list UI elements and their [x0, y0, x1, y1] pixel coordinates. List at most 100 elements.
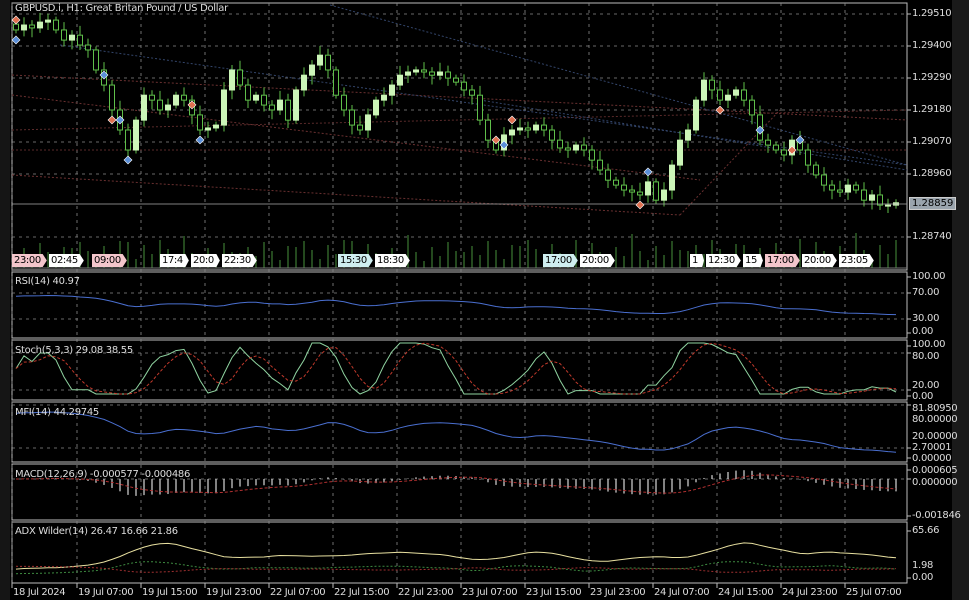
bear-candle	[349, 109, 355, 126]
bear-candle	[597, 159, 603, 171]
trend-line	[479, 99, 908, 171]
time-axis-label: 24 Jul 23:00	[782, 587, 838, 598]
bear-candle	[341, 94, 347, 111]
trade-marker-icon	[755, 125, 765, 135]
bear-candle	[605, 169, 611, 181]
bear-candle	[773, 144, 779, 151]
event-time-tag[interactable]: 23:00	[12, 254, 47, 267]
rsi-tick: 100.00	[912, 271, 946, 282]
bear-candle	[29, 24, 35, 29]
macd-tick: -0.001846	[912, 510, 961, 521]
window-edge	[0, 0, 10, 600]
bull-candle	[301, 74, 307, 91]
trade-marker-icon	[195, 135, 205, 145]
trade-marker-icon	[635, 200, 645, 210]
rsi-label: RSI(14) 40.97	[15, 276, 80, 287]
bull-candle	[173, 94, 179, 106]
bear-candle	[861, 189, 867, 201]
bull-candle	[205, 127, 211, 131]
bull-candle	[405, 71, 411, 76]
bear-candle	[805, 149, 811, 166]
bear-candle	[485, 119, 491, 141]
trend-line	[11, 109, 908, 131]
bull-candle	[141, 94, 147, 121]
bear-candle	[325, 54, 331, 71]
macd-label: MACD(12,26,9) -0.000577 -0.000486	[15, 469, 191, 480]
bear-candle	[125, 129, 131, 151]
current-price-label: 1.28859	[909, 197, 957, 210]
bear-candle	[709, 79, 715, 91]
bear-candle	[429, 71, 435, 76]
bear-candle	[621, 184, 627, 191]
event-time-tag[interactable]: 12:30	[706, 254, 741, 267]
bear-candle	[421, 69, 427, 73]
bull-candle	[677, 139, 683, 166]
event-time-tag[interactable]: 17:00	[765, 254, 800, 267]
trade-marker-icon	[107, 115, 117, 125]
bear-candle	[197, 114, 203, 131]
bull-candle	[845, 184, 851, 193]
bear-candle	[541, 124, 547, 131]
bear-candle	[109, 84, 115, 111]
bear-candle	[629, 189, 635, 193]
trade-marker-icon	[187, 100, 197, 110]
event-time-tag[interactable]: 23:05	[839, 254, 874, 267]
event-time-tag[interactable]: 02:45	[49, 254, 84, 267]
bear-candle	[181, 94, 187, 101]
bull-candle	[685, 129, 691, 141]
bull-candle	[437, 71, 443, 76]
event-time-tag[interactable]: 15	[743, 254, 763, 267]
time-axis-label: 23 Jul 15:00	[526, 587, 582, 598]
trend-line	[679, 109, 781, 216]
panel-frame	[11, 463, 908, 521]
bear-candle	[461, 81, 467, 91]
trade-marker-icon	[123, 155, 133, 165]
event-time-tag[interactable]: 09:00	[92, 254, 127, 267]
mfi-label: MFI(14) 44.29745	[15, 407, 99, 418]
bear-candle	[557, 139, 563, 149]
mfi-tick: 81.80950	[912, 403, 958, 414]
macd-tick: 0.000605	[912, 465, 958, 476]
event-time-tag[interactable]: 20:00	[580, 254, 615, 267]
time-axis-label: 25 Jul 07:00	[846, 587, 902, 598]
bear-candle	[453, 77, 459, 83]
bear-candle	[717, 89, 723, 101]
bull-candle	[397, 74, 403, 86]
time-axis-label: 19 Jul 15:00	[142, 587, 198, 598]
rsi-tick: 70.00	[912, 287, 940, 298]
bull-candle	[21, 24, 27, 31]
event-time-tag[interactable]: 1	[690, 254, 704, 267]
bull-candle	[165, 104, 171, 111]
price-tick: 1.29070	[912, 136, 952, 147]
event-time-tag[interactable]: 20:00	[802, 254, 837, 267]
bear-candle	[93, 49, 99, 71]
event-time-tag[interactable]: 22:30	[222, 254, 257, 267]
bear-candle	[61, 29, 67, 41]
bull-candle	[221, 89, 227, 126]
event-time-tag[interactable]: 17:4	[160, 254, 189, 267]
event-time-tag[interactable]: 18:30	[375, 254, 410, 267]
time-axis-label: 19 Jul 07:00	[78, 587, 134, 598]
bull-candle	[45, 19, 51, 23]
bear-candle	[333, 69, 339, 96]
bear-candle	[357, 124, 363, 131]
trade-marker-icon	[715, 105, 725, 115]
bull-candle	[309, 64, 315, 76]
adx-line	[15, 542, 897, 570]
stoch-label: Stoch(5,3,3) 29.08 38.55	[15, 345, 133, 356]
event-time-tag[interactable]: 15:30	[338, 254, 373, 267]
trade-marker-icon	[795, 135, 805, 145]
trade-marker-icon	[11, 35, 21, 45]
bull-candle	[253, 94, 259, 101]
event-time-tag[interactable]: 20:0	[191, 254, 220, 267]
event-time-tag[interactable]: 17:00	[543, 254, 578, 267]
time-axis-label: 22 Jul 23:00	[398, 587, 454, 598]
bear-candle	[285, 99, 291, 121]
bull-candle	[293, 89, 299, 121]
adx-tick: 1.98	[912, 560, 934, 571]
time-axis-label: 23 Jul 07:00	[462, 587, 518, 598]
mfi-tick: 2.70001	[912, 442, 952, 453]
bull-candle	[389, 84, 395, 96]
price-tick: 1.28740	[912, 231, 952, 242]
